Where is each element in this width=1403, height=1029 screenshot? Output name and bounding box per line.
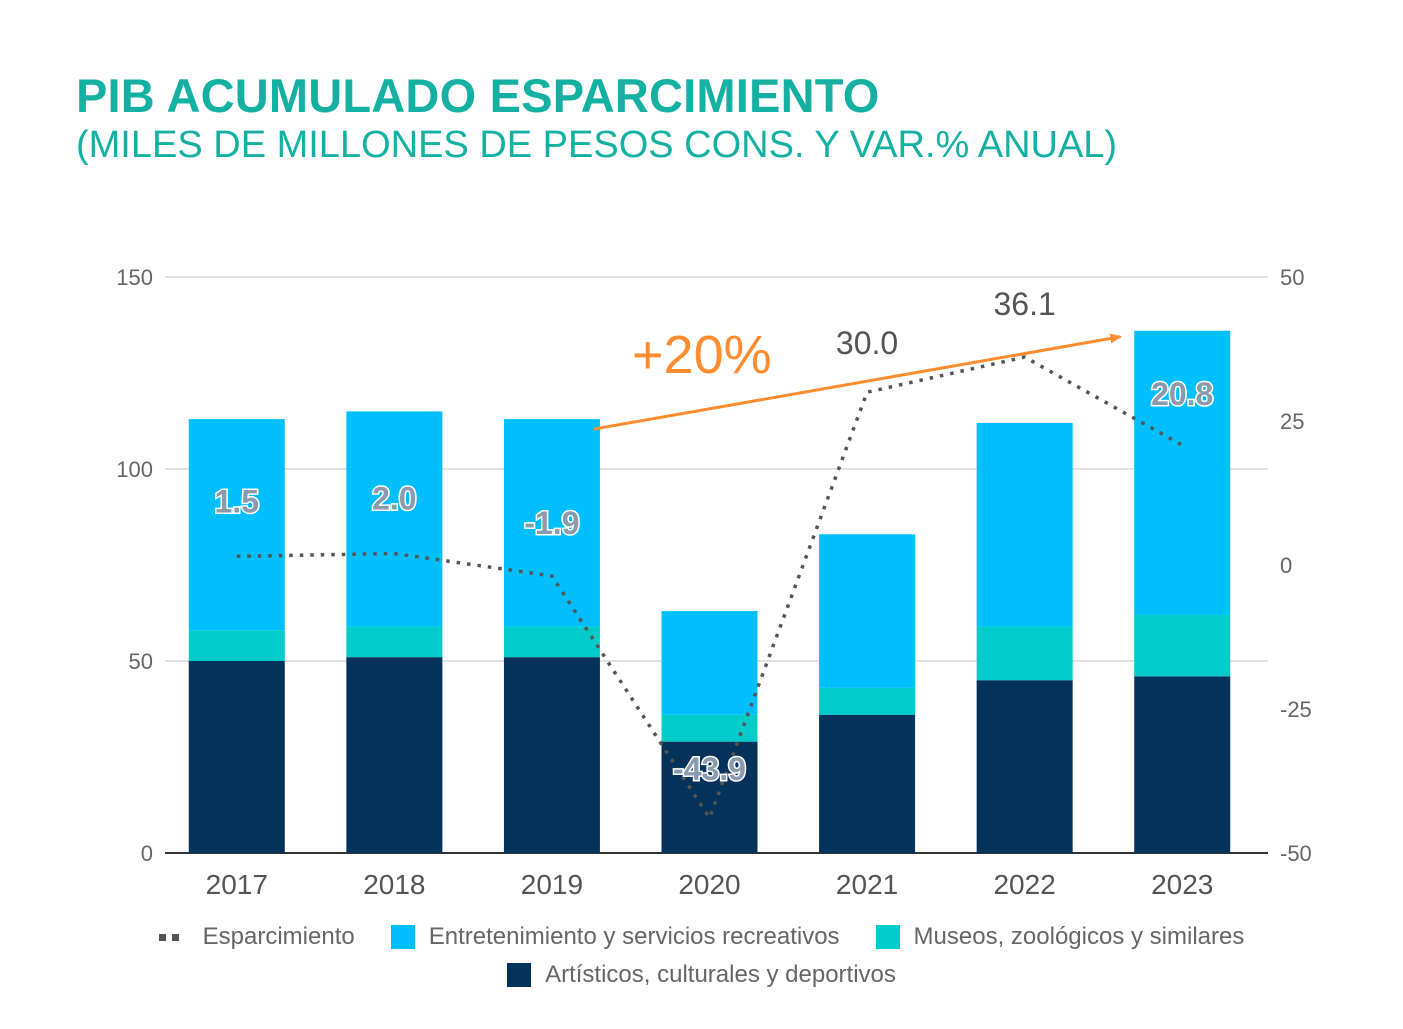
bar-segment — [346, 626, 443, 658]
bar-segment — [503, 419, 600, 627]
line-data-label: 1.5 — [215, 483, 259, 519]
bar-segment — [661, 714, 758, 742]
line-data-label: 36.1 — [994, 286, 1056, 322]
bar-segment — [346, 657, 443, 853]
bar-segment — [976, 680, 1073, 853]
bar-segment — [346, 411, 443, 627]
bar-segment — [188, 419, 285, 631]
bar-segment — [661, 741, 758, 853]
bars-layer — [188, 330, 1231, 853]
growth-annotation: +20% — [632, 325, 772, 385]
bar-segment — [1134, 330, 1231, 615]
annotation-layer: +20% — [593, 325, 1123, 431]
y2-axis-tick-label: 0 — [1280, 553, 1292, 578]
x-axis-tick-label: 2017 — [206, 869, 268, 900]
bar-segment — [503, 626, 600, 658]
legend-row: Esparcimiento Entretenimiento y servicios… — [0, 918, 1403, 956]
y2-axis-tick-label: 50 — [1280, 265, 1304, 290]
legend-color-swatch — [875, 925, 900, 949]
x-axis-tick-label: 2019 — [521, 869, 583, 900]
x-axis-tick-label: 2023 — [1151, 869, 1213, 900]
bar-segment — [188, 661, 285, 853]
bar-segment — [503, 657, 600, 853]
legend-item: Esparcimiento — [158, 923, 355, 951]
growth-arrow — [593, 333, 1123, 431]
y-axis-tick-label: 100 — [116, 457, 153, 482]
chart-title: PIB ACUMULADO ESPARCIMIENTO — [76, 69, 880, 122]
axes-layer: 0 50 100 150 -50 -25 0 25 50 2017 2018 2019 2020 2021… — [116, 265, 1312, 900]
y-axis-tick-label: 150 — [116, 265, 153, 290]
legend-label: Esparcimiento — [202, 923, 355, 950]
legend-label: Entretenimiento y servicios recreativos — [428, 923, 840, 950]
bar-segment — [1134, 614, 1231, 677]
bar-segment — [819, 687, 916, 715]
x-axis-tick-label: 2021 — [836, 869, 898, 900]
legend-dots-swatch — [158, 933, 189, 941]
bar-segment — [976, 626, 1073, 681]
legend-label: Museos, zoológicos y similares — [913, 923, 1245, 950]
legend-row: Artísticos, culturales y deportivos — [0, 956, 1403, 994]
bar-segment — [661, 611, 758, 715]
chart-subtitle: (MILES DE MILLONES DE PESOS CONS. Y VAR.… — [76, 124, 1118, 166]
x-axis-tick-label: 2018 — [363, 869, 425, 900]
legend-item: Museos, zoológicos y similares — [875, 923, 1245, 951]
y-axis-tick-label: 50 — [129, 649, 153, 674]
legend-color-swatch — [390, 925, 415, 949]
y-axis-tick-label: 0 — [141, 841, 153, 866]
legend-label: Artísticos, culturales y deportivos — [545, 961, 896, 988]
line-data-label: 2.0 — [372, 480, 416, 516]
x-axis-tick-label: 2020 — [678, 869, 740, 900]
bar-segment — [819, 714, 916, 853]
data-labels-layer: 1.5 2.0 -1.9 -43.9 30.0 36.1 20.8 — [213, 286, 1215, 788]
line-layer — [236, 355, 1184, 822]
legend-color-swatch — [507, 963, 532, 987]
legend-item: Entretenimiento y servicios recreativos — [390, 923, 840, 951]
line-data-label: -43.9 — [673, 751, 746, 787]
y2-axis-tick-label: -25 — [1280, 697, 1312, 722]
line-data-label: 20.8 — [1151, 376, 1213, 412]
legend-item: Artísticos, culturales y deportivos — [507, 961, 896, 989]
line-data-label: 30.0 — [836, 325, 898, 361]
bar-segment — [976, 422, 1073, 627]
bar-segment — [819, 534, 916, 688]
y2-axis-tick-label: 25 — [1280, 409, 1304, 434]
legend: Esparcimiento Entretenimiento y servicios… — [0, 918, 1403, 994]
x-axis-tick-label: 2022 — [993, 869, 1055, 900]
line-data-label: -1.9 — [524, 505, 579, 541]
bar-segment — [188, 630, 285, 661]
y2-axis-tick-label: -50 — [1280, 841, 1312, 866]
bar-segment — [1134, 676, 1231, 853]
